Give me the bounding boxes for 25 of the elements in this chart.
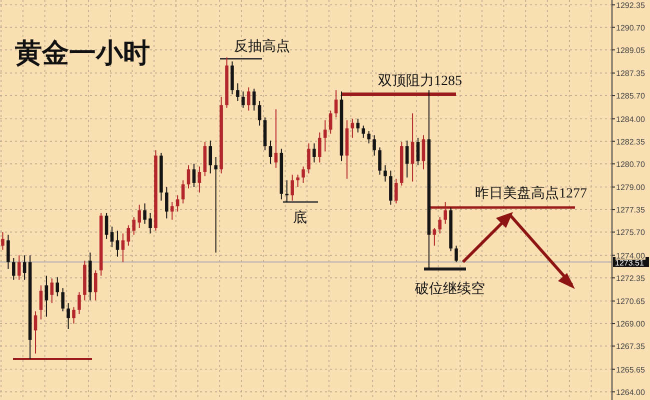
ref-line-label: 双顶阻力1285 (378, 73, 462, 90)
y-tick-label: 1284.00 (616, 114, 646, 124)
y-tick-label: 1280.70 (616, 160, 646, 169)
y-tick-label: 1275.70 (616, 228, 646, 238)
y-tick-label: 1270.65 (616, 297, 646, 306)
y-tick-label: 1267.35 (616, 342, 646, 352)
y-tick-label: 1289.05 (616, 46, 646, 55)
ref-line-label: 昨日美盘高点1277 (475, 186, 587, 202)
y-tick-label: 1265.65 (616, 365, 646, 374)
y-tick-label: 1282.35 (616, 137, 646, 146)
y-tick-label: 1279.00 (616, 183, 646, 192)
y-tick-label: 1290.70 (616, 23, 646, 32)
y-tick-label: 1277.35 (616, 206, 646, 215)
y-tick-label: 1285.70 (616, 92, 646, 101)
ref-line-label: 反抽高点 (234, 38, 290, 55)
ref-line-label: 破位继续空 (414, 280, 485, 297)
y-tick-label: 1272.35 (616, 274, 646, 283)
text: 黄金一小时 (14, 38, 150, 68)
ref-line-label: 1273.51 (615, 258, 644, 268)
y-tick-label: 1274.00 (616, 251, 646, 260)
ref-line-label: 底 (293, 210, 307, 226)
y-tick-label: 1292.35 (616, 0, 646, 10)
y-tick-label: 1287.35 (616, 69, 646, 78)
y-tick-label: 1269.00 (616, 320, 646, 329)
y-tick-label: 1264.00 (616, 388, 646, 397)
